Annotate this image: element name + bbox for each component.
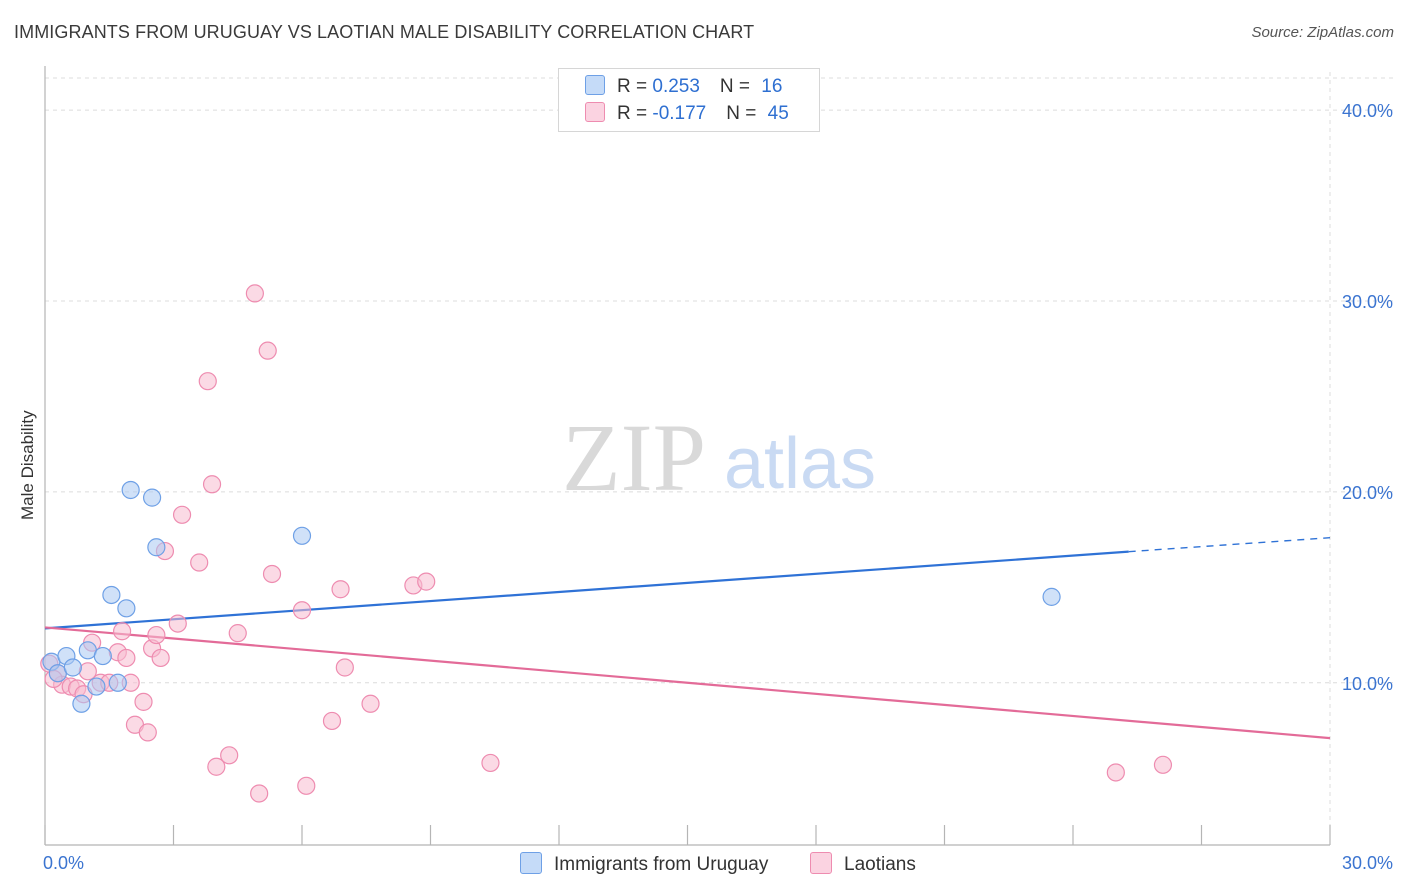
point-laotians [481, 753, 500, 773]
point-laotians [172, 505, 192, 524]
legend-n-label: N = [726, 103, 762, 124]
point-uruguay [142, 488, 162, 507]
point-uruguay [121, 480, 140, 500]
watermark: ZIP atlas [562, 404, 876, 511]
point-laotians [250, 784, 269, 803]
chart-title: IMMIGRANTS FROM URUGUAY VS LAOTIAN MALE … [14, 22, 755, 42]
legend-label-uruguay: Immigrants from Uruguay [554, 854, 769, 875]
point-laotians [112, 622, 132, 641]
y-axis-label: Male Disability [18, 410, 37, 520]
y-tick-label: 10.0% [1342, 674, 1393, 694]
point-laotians [134, 692, 153, 711]
legend-r-value: -0.177 [652, 103, 707, 124]
point-laotians [1153, 755, 1173, 774]
point-laotians [168, 614, 187, 633]
legend-item-laotians: Laotians [810, 852, 916, 876]
point-uruguay [93, 646, 112, 666]
point-uruguay [102, 585, 121, 605]
legend-r-value: 0.253 [652, 76, 700, 97]
legend-swatch-uruguay [585, 75, 605, 95]
point-laotians [417, 572, 436, 591]
point-laotians [322, 711, 342, 731]
point-laotians [117, 648, 136, 668]
point-laotians [220, 746, 239, 765]
legend-r-label: R = [617, 76, 653, 97]
x-tick-label: 30.0% [1342, 853, 1393, 873]
point-laotians [228, 624, 247, 643]
point-uruguay [63, 658, 82, 677]
point-laotians [207, 757, 226, 776]
point-laotians [331, 580, 350, 599]
point-laotians [335, 658, 354, 677]
point-uruguay [1042, 587, 1061, 606]
legend-swatch-uruguay [520, 852, 542, 874]
point-laotians [262, 564, 282, 584]
stats-legend: R = 0.253 N = 16 R = -0.177 N = 45 [558, 68, 820, 132]
legend-row-laotians: R = -0.177 N = 45 [585, 102, 789, 125]
point-laotians [1106, 763, 1125, 782]
legend-n-value: 45 [767, 103, 789, 124]
legend-label-laotians: Laotians [844, 854, 916, 875]
x-tick-label: 0.0% [43, 853, 84, 873]
y-tick-label: 30.0% [1342, 292, 1393, 312]
point-uruguay [117, 599, 136, 618]
grid-lines [45, 72, 1393, 845]
y-tick-label: 20.0% [1342, 483, 1393, 503]
point-laotians [151, 648, 170, 668]
legend-item-uruguay: Immigrants from Uruguay [520, 852, 768, 876]
trend-line-laotians [44, 626, 1331, 740]
legend-r-label: R = [617, 103, 653, 124]
point-laotians [245, 284, 264, 303]
point-laotians [202, 475, 222, 494]
point-laotians [258, 341, 277, 360]
point-laotians [198, 372, 217, 391]
watermark-atlas: atlas [724, 424, 876, 504]
point-laotians [292, 601, 312, 620]
source-credit: Source: ZipAtlas.com [1251, 24, 1394, 41]
legend-swatch-laotians [810, 852, 832, 874]
point-laotians [297, 776, 316, 795]
point-laotians [190, 553, 209, 572]
legend-swatch-laotians [585, 102, 605, 122]
point-laotians [361, 694, 380, 713]
axes [44, 66, 1331, 846]
point-laotians [138, 723, 157, 742]
watermark-zip: ZIP [562, 404, 706, 511]
legend-n-value: 16 [761, 76, 783, 97]
point-uruguay [87, 677, 106, 696]
series-legend: Immigrants from Uruguay Laotians [0, 852, 1406, 878]
legend-n-label: N = [719, 76, 756, 97]
data-points [40, 284, 1173, 803]
point-uruguay [147, 538, 166, 557]
point-uruguay [292, 526, 312, 545]
y-tick-label: 40.0% [1342, 101, 1393, 121]
point-uruguay [72, 694, 91, 713]
legend-row-uruguay: R = 0.253 N = 16 [585, 75, 782, 98]
trend-line-uruguay [44, 550, 1129, 630]
point-uruguay [108, 673, 127, 692]
trend-line-uruguay-dashed [1128, 537, 1331, 553]
tick-labels: 10.0% 20.0% 30.0% 40.0% 0.0% 30.0% [43, 101, 1393, 873]
point-laotians [147, 625, 166, 645]
trend-lines [44, 537, 1331, 740]
